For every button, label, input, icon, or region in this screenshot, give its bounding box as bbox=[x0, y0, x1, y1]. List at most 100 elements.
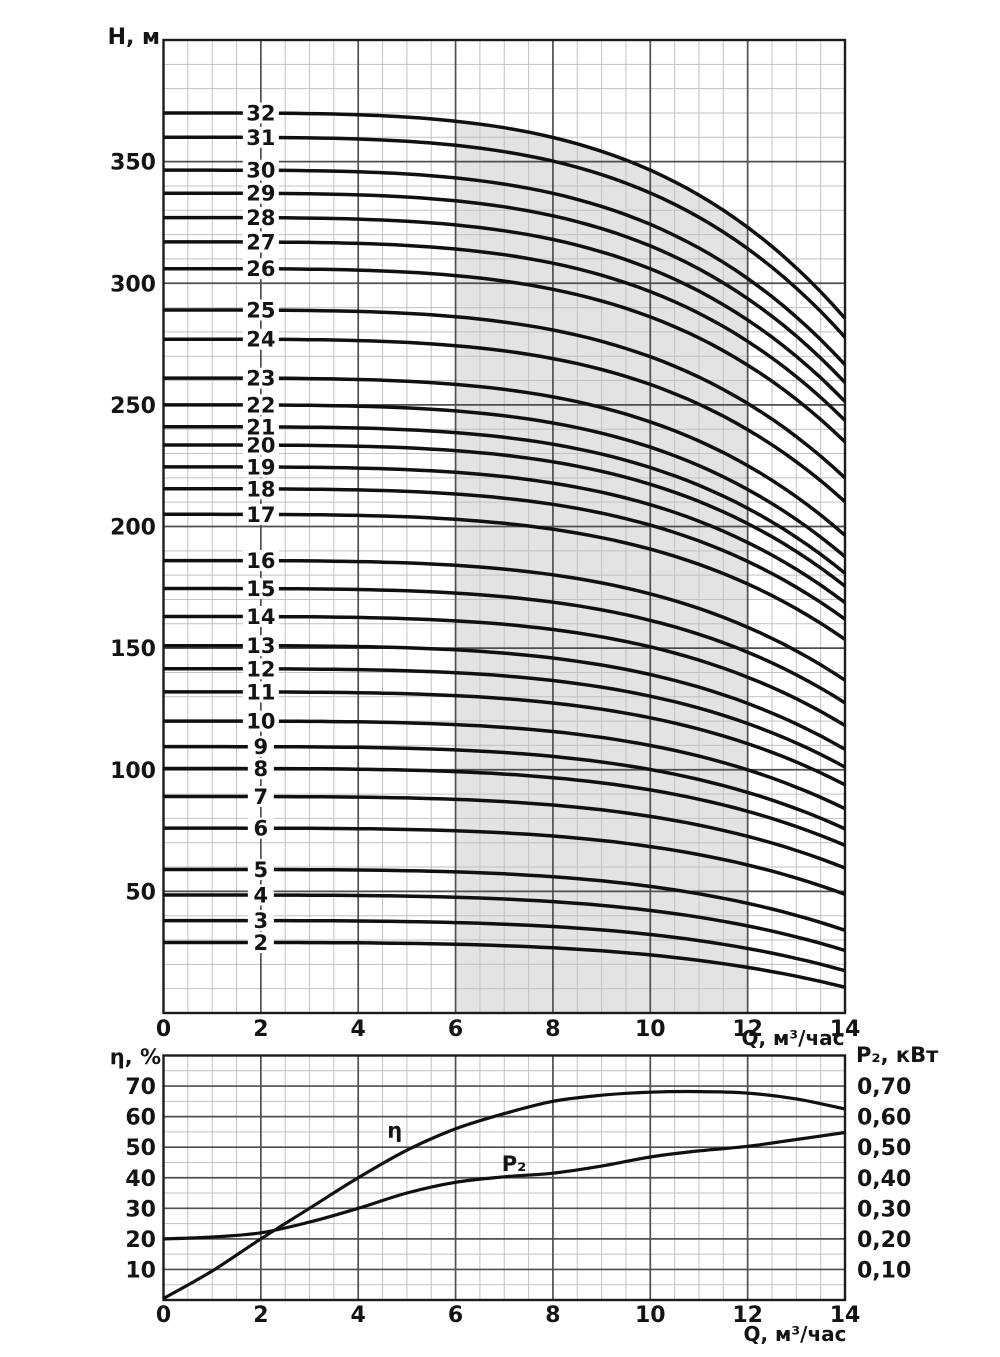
stage-labels-layer: 2345678910111213141516171819202122232425… bbox=[242, 101, 279, 955]
top-x-tick-14: 14 bbox=[830, 1017, 861, 1042]
head-curve-stage-5 bbox=[163, 867, 846, 932]
series-curve-P2 bbox=[163, 1130, 846, 1241]
bottom-y-left-tick-40: 40 bbox=[125, 1167, 156, 1192]
bottom-y-left-tick-30: 30 bbox=[125, 1197, 156, 1222]
stage-label-box-22 bbox=[242, 394, 279, 416]
top-y-tick-200: 200 bbox=[110, 516, 156, 541]
stage-label-box-4 bbox=[247, 884, 274, 906]
stage-label-9: 9 bbox=[254, 735, 269, 759]
stage-label-box-2 bbox=[247, 931, 274, 953]
head-curve-stage-8 bbox=[163, 766, 846, 848]
stage-label-27: 27 bbox=[246, 230, 275, 254]
stage-label-box-25 bbox=[242, 299, 279, 321]
stage-label-box-23 bbox=[242, 367, 279, 389]
bottom-y-left-tick-50: 50 bbox=[125, 1136, 156, 1161]
series-label-P2: P₂ bbox=[502, 1152, 527, 1176]
stage-label-box-10 bbox=[242, 710, 279, 732]
stage-label-13: 13 bbox=[246, 634, 275, 658]
bottom-y-right-tick-0,30: 0,30 bbox=[857, 1197, 911, 1222]
stage-label-box-18 bbox=[242, 478, 279, 500]
top-x-axis-title: Q, м³/час bbox=[741, 1026, 844, 1050]
stage-label-31: 31 bbox=[246, 126, 275, 150]
stage-label-box-17 bbox=[242, 503, 279, 525]
stage-label-box-13 bbox=[242, 635, 279, 657]
stage-label-box-12 bbox=[242, 658, 279, 680]
stage-label-box-28 bbox=[242, 207, 279, 229]
stage-label-2: 2 bbox=[254, 931, 269, 955]
head-curve-stage-9 bbox=[163, 744, 846, 831]
top-x-tick-6: 6 bbox=[448, 1017, 463, 1042]
bottom-y-right-tick-0,50: 0,50 bbox=[857, 1136, 911, 1161]
top-y-axis-title: H, м bbox=[108, 25, 160, 50]
bottom-x-tick-14: 14 bbox=[830, 1303, 861, 1328]
stage-label-box-31 bbox=[242, 126, 279, 148]
chart-frame bbox=[162, 38, 847, 1015]
top-x-tick-10: 10 bbox=[635, 1017, 666, 1042]
bottom-y-left-axis-title: η, % bbox=[110, 1045, 161, 1069]
bottom-y-right-tick-0,70: 0,70 bbox=[857, 1075, 911, 1100]
stage-label-14: 14 bbox=[246, 605, 275, 629]
stage-label-box-6 bbox=[247, 817, 274, 839]
stage-label-3: 3 bbox=[254, 909, 269, 933]
stage-label-box-19 bbox=[242, 456, 279, 478]
stage-label-5: 5 bbox=[254, 858, 269, 882]
top-x-tick-8: 8 bbox=[545, 1017, 560, 1042]
stage-label-20: 20 bbox=[246, 434, 275, 458]
head-curve-stage-4 bbox=[163, 893, 846, 953]
bottom-y-left-tick-10: 10 bbox=[125, 1258, 156, 1283]
stage-label-box-14 bbox=[242, 606, 279, 628]
bottom-x-tick-12: 12 bbox=[732, 1303, 763, 1328]
bottom-y-right-axis-title: P₂, кВт bbox=[856, 1043, 939, 1067]
bottom-y-left-tick-70: 70 bbox=[125, 1075, 156, 1100]
stage-label-7: 7 bbox=[254, 785, 269, 809]
stage-label-box-20 bbox=[242, 434, 279, 456]
bottom-y-left-tick-60: 60 bbox=[125, 1106, 156, 1131]
stage-label-box-27 bbox=[242, 231, 279, 253]
bottom-y-right-tick-0,60: 0,60 bbox=[857, 1106, 911, 1131]
head-curve-stage-2 bbox=[163, 940, 846, 989]
top-x-tick-12: 12 bbox=[732, 1017, 763, 1042]
stage-label-box-29 bbox=[242, 182, 279, 204]
bottom-x-axis-title: Q, м³/час bbox=[743, 1322, 846, 1346]
stage-label-17: 17 bbox=[246, 503, 275, 527]
head-curve-stage-7 bbox=[163, 794, 846, 870]
stage-label-12: 12 bbox=[246, 657, 275, 681]
series-label-eta: η bbox=[387, 1118, 402, 1142]
top-y-tick-50: 50 bbox=[125, 880, 156, 905]
stage-label-box-3 bbox=[247, 910, 274, 932]
stage-label-32: 32 bbox=[246, 101, 275, 125]
stage-label-box-16 bbox=[242, 550, 279, 572]
bottom-y-right-tick-0,40: 0,40 bbox=[857, 1167, 911, 1192]
head-curve-stage-3 bbox=[163, 918, 846, 973]
stage-label-box-7 bbox=[247, 786, 274, 808]
stage-label-10: 10 bbox=[246, 710, 275, 734]
stage-label-box-9 bbox=[247, 736, 274, 758]
stage-label-22: 22 bbox=[246, 393, 275, 417]
top-y-tick-250: 250 bbox=[110, 394, 156, 419]
bottom-x-tick-2: 2 bbox=[253, 1303, 268, 1328]
efficiency-power-layer: η P₂ bbox=[162, 1089, 846, 1300]
stage-label-30: 30 bbox=[246, 159, 275, 183]
bottom-y-right-tick-0,20: 0,20 bbox=[857, 1228, 911, 1253]
stage-label-18: 18 bbox=[246, 477, 275, 501]
stage-label-15: 15 bbox=[246, 577, 275, 601]
chart-frame bbox=[162, 1054, 847, 1302]
top-y-tick-100: 100 bbox=[110, 759, 156, 784]
stage-label-box-21 bbox=[242, 416, 279, 438]
stage-label-11: 11 bbox=[246, 680, 275, 704]
stage-label-25: 25 bbox=[246, 299, 275, 323]
stage-label-4: 4 bbox=[254, 884, 269, 908]
bottom-x-tick-8: 8 bbox=[545, 1303, 560, 1328]
stage-label-box-24 bbox=[242, 328, 279, 350]
stage-label-28: 28 bbox=[246, 206, 275, 230]
bottom-x-tick-10: 10 bbox=[635, 1303, 666, 1328]
bottom-x-tick-4: 4 bbox=[351, 1303, 366, 1328]
top-x-tick-4: 4 bbox=[351, 1017, 366, 1042]
stage-label-box-32 bbox=[242, 102, 279, 124]
stage-label-box-15 bbox=[242, 578, 279, 600]
stage-label-box-5 bbox=[247, 858, 274, 880]
stage-label-box-26 bbox=[242, 258, 279, 280]
